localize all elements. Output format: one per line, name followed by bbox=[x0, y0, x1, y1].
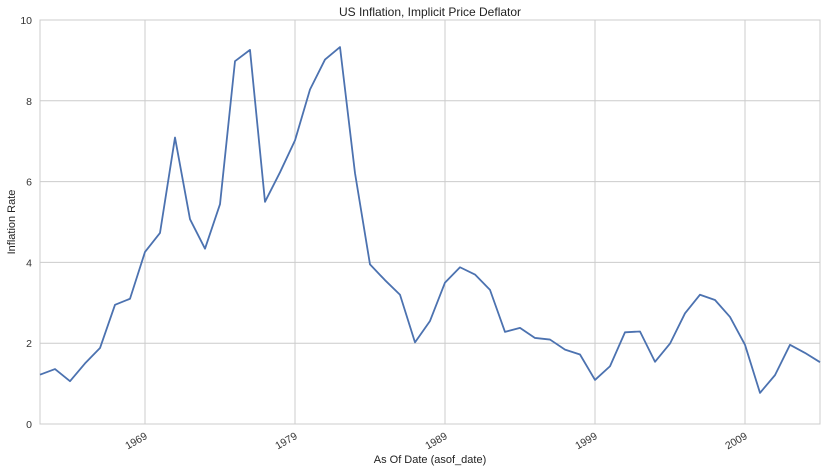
x-tick-label: 1999 bbox=[573, 430, 599, 452]
y-tick-label: 0 bbox=[26, 419, 32, 431]
y-tick-label: 4 bbox=[26, 257, 32, 269]
x-tick-label: 2009 bbox=[723, 430, 749, 452]
y-tick-label: 6 bbox=[26, 177, 32, 189]
y-tick-label: 8 bbox=[26, 96, 32, 108]
x-tick-label: 1969 bbox=[123, 430, 149, 452]
y-axis-label: Inflation Rate bbox=[6, 190, 18, 255]
plot-area bbox=[39, 19, 821, 425]
x-axis-label: As Of Date (asof_date) bbox=[374, 454, 487, 466]
x-tick-label: 1979 bbox=[273, 430, 299, 452]
series-line bbox=[39, 46, 821, 394]
chart-title: US Inflation, Implicit Price Deflator bbox=[339, 5, 521, 19]
y-tick-label: 2 bbox=[26, 338, 32, 350]
series-layer bbox=[39, 46, 821, 394]
x-tick-label: 1989 bbox=[423, 430, 449, 452]
y-tick-label: 10 bbox=[20, 15, 32, 27]
grid-lines bbox=[40, 20, 820, 424]
